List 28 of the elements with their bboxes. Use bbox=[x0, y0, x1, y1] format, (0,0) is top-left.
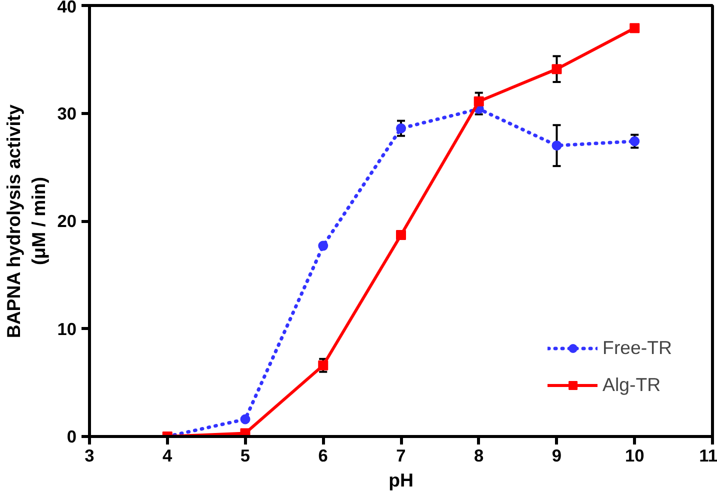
point bbox=[396, 230, 406, 240]
y-tick-label: 0 bbox=[66, 426, 77, 446]
x-axis-title: pH bbox=[388, 470, 414, 490]
legend-label: Alg-TR bbox=[602, 374, 661, 396]
x-tick-label: 9 bbox=[552, 446, 562, 466]
point bbox=[318, 360, 328, 370]
y-axis-title: BAPNA hydrolysis activity (μM / min) bbox=[3, 104, 50, 338]
point bbox=[630, 23, 640, 34]
x-tick-label: 7 bbox=[396, 446, 406, 466]
y-tick-label: 40 bbox=[57, 0, 77, 16]
x-tick-label: 8 bbox=[474, 446, 484, 466]
x-tick-label: 5 bbox=[240, 446, 250, 466]
point bbox=[552, 64, 562, 74]
point bbox=[474, 96, 484, 106]
x-tick-label: 6 bbox=[318, 446, 328, 466]
point bbox=[318, 240, 328, 251]
legend-label: Free-TR bbox=[602, 337, 672, 359]
point bbox=[552, 140, 562, 151]
y-tick-label: 30 bbox=[57, 103, 77, 124]
point bbox=[396, 123, 406, 134]
point bbox=[240, 414, 250, 424]
y-tick-label: 10 bbox=[57, 318, 77, 339]
x-tick-label: 4 bbox=[162, 446, 173, 466]
x-tick-label: 11 bbox=[699, 446, 717, 466]
point bbox=[630, 136, 640, 146]
x-tick-label: 10 bbox=[624, 446, 644, 466]
x-tick-label: 3 bbox=[84, 446, 95, 466]
y-tick-label: 20 bbox=[57, 211, 77, 231]
